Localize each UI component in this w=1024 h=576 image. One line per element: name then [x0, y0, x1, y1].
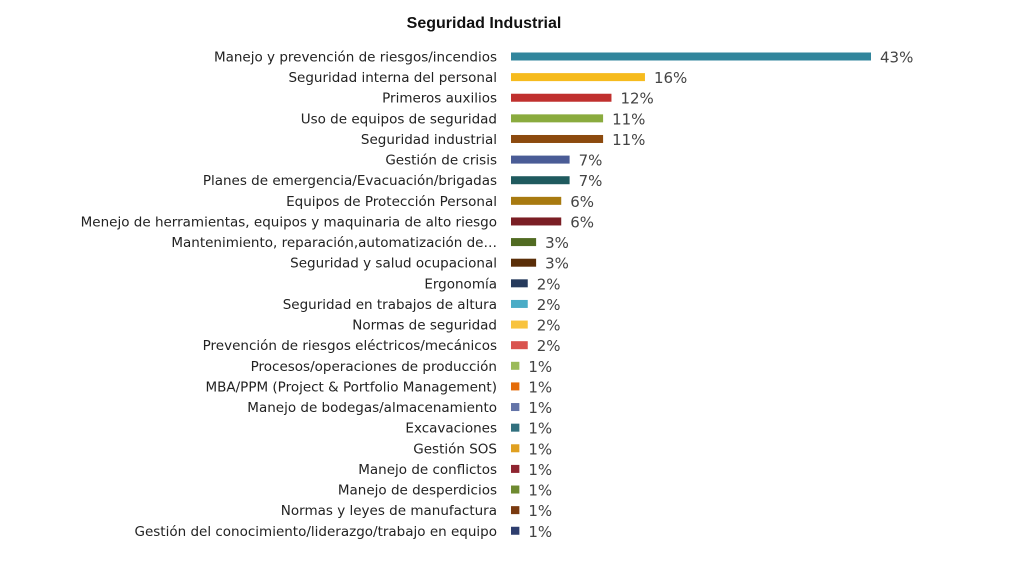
category-label: Manejo de desperdicios: [338, 483, 497, 499]
category-label: Planes de emergencia/Evacuación/brigadas: [203, 173, 497, 189]
bar: [511, 217, 562, 226]
bar: [511, 320, 528, 329]
value-label: 1%: [528, 461, 552, 479]
category-label: Seguridad y salud ocupacional: [290, 256, 497, 272]
bar: [511, 238, 537, 247]
value-label: 2%: [537, 317, 561, 335]
value-label: 11%: [612, 131, 645, 149]
value-label: 2%: [537, 337, 561, 355]
bar: [511, 423, 520, 432]
bar: [511, 485, 520, 494]
bar: [511, 403, 520, 412]
category-label: Seguridad interna del personal: [288, 70, 497, 86]
category-label: Normas de seguridad: [352, 318, 497, 334]
value-label: 1%: [528, 523, 552, 541]
category-label: Prevención de riesgos eléctricos/mecánic…: [203, 338, 497, 354]
category-label: Seguridad en trabajos de altura: [283, 297, 497, 313]
category-label: Manejo de conflictos: [358, 462, 497, 478]
bar: [511, 258, 537, 267]
category-label: Manejo de bodegas/almacenamiento: [247, 400, 497, 416]
category-label: MBA/PPM (Project & Portfolio Management): [205, 379, 497, 395]
value-label: 1%: [528, 420, 552, 438]
value-label: 7%: [579, 172, 603, 190]
bar: [511, 134, 604, 143]
value-label: 6%: [570, 213, 594, 231]
category-label: Manejo y prevención de riesgos/incendios: [214, 50, 497, 66]
value-label: 1%: [528, 502, 552, 520]
category-label: Ergonomía: [424, 276, 497, 292]
bar: [511, 73, 645, 82]
bar: [511, 52, 871, 61]
value-label: 6%: [570, 193, 594, 211]
value-label: 2%: [537, 275, 561, 293]
category-label: Uso de equipos de seguridad: [301, 111, 497, 127]
category-label: Primeros auxilios: [382, 91, 497, 107]
category-label: Procesos/operaciones de producción: [251, 359, 497, 375]
value-label: 43%: [880, 49, 913, 67]
bar: [511, 114, 604, 123]
value-label: 3%: [545, 234, 569, 252]
value-label: 12%: [620, 90, 653, 108]
category-label: Gestión del conocimiento/liderazgo/traba…: [135, 524, 498, 540]
value-label: 16%: [654, 69, 687, 87]
value-label: 1%: [528, 399, 552, 417]
category-label: Mantenimiento, reparación,automatización…: [171, 235, 497, 251]
bar: [511, 279, 528, 288]
value-label: 11%: [612, 110, 645, 128]
value-label: 1%: [528, 358, 552, 376]
bars-group: Manejo y prevención de riesgos/incendios…: [81, 49, 914, 541]
category-label: Equipos de Protección Personal: [286, 194, 497, 210]
value-label: 1%: [528, 482, 552, 500]
bar: [511, 361, 520, 370]
chart-title: Seguridad Industrial: [407, 15, 562, 32]
bar: [511, 444, 520, 453]
value-label: 7%: [579, 152, 603, 170]
category-label: Normas y leyes de manufactura: [281, 503, 497, 519]
value-label: 3%: [545, 255, 569, 273]
category-label: Excavaciones: [405, 421, 497, 437]
category-label: Gestión de crisis: [385, 153, 497, 169]
bar: [511, 155, 570, 164]
bar: [511, 526, 520, 535]
value-label: 2%: [537, 296, 561, 314]
bar: [511, 506, 520, 515]
bar: [511, 341, 528, 350]
bar: [511, 464, 520, 473]
bar: [511, 196, 562, 205]
value-label: 1%: [528, 440, 552, 458]
bar: [511, 176, 570, 185]
value-label: 1%: [528, 378, 552, 396]
bar: [511, 93, 612, 102]
bar: [511, 382, 520, 391]
bar: [511, 299, 528, 308]
category-label: Gestión SOS: [413, 441, 497, 457]
category-label: Menejo de herramientas, equipos y maquin…: [81, 214, 497, 230]
category-label: Seguridad industrial: [361, 132, 497, 148]
